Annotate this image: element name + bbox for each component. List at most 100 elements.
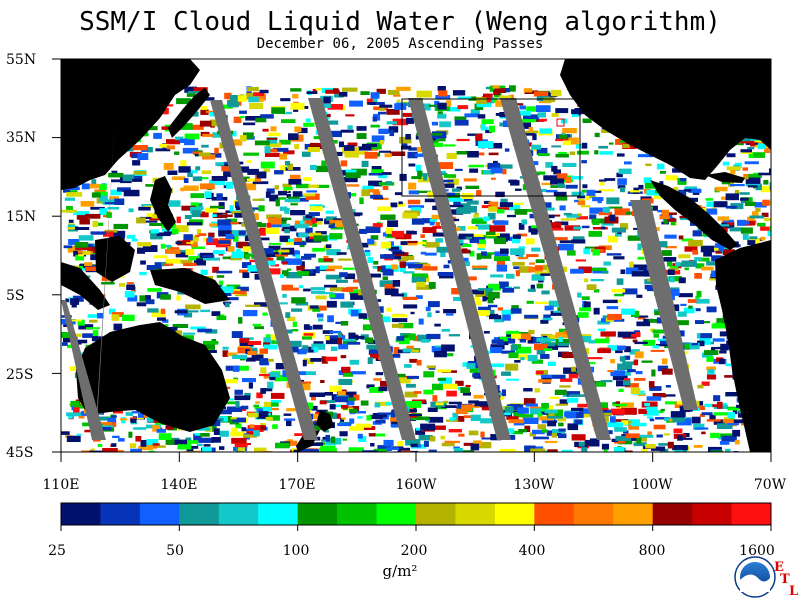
cloud-cell <box>340 321 349 326</box>
cloud-cell <box>182 239 191 243</box>
cloud-cell <box>302 345 309 353</box>
swath-gap <box>210 100 318 440</box>
cloud-cell <box>291 297 306 304</box>
cloud-cell <box>137 247 146 254</box>
cloud-cell <box>136 217 146 224</box>
cloud-cell <box>607 370 614 372</box>
cloud-cell <box>489 125 496 133</box>
cloud-cell <box>629 349 640 355</box>
cloud-cell <box>241 428 254 432</box>
cloud-cell <box>412 273 428 279</box>
cloud-cell <box>597 328 606 331</box>
cloud-cell <box>200 433 210 437</box>
cloud-cell <box>555 108 569 114</box>
cloud-cell <box>719 358 725 365</box>
cloud-cell <box>222 346 229 350</box>
cloud-cell <box>265 152 280 157</box>
cloud-cell <box>263 373 270 379</box>
cloud-cell <box>311 290 325 294</box>
cloud-cell <box>457 105 469 110</box>
cloud-cell <box>469 250 475 257</box>
cloud-cell <box>496 259 505 266</box>
cloud-cell <box>365 450 379 452</box>
cloud-cell <box>610 370 625 377</box>
cloud-cell <box>301 256 312 260</box>
cloud-cell <box>693 445 703 448</box>
cloud-cell <box>695 320 704 324</box>
cloud-cell <box>401 450 412 452</box>
cloud-cell <box>581 160 587 164</box>
cloud-cell <box>431 214 444 220</box>
lat-label-45s: 45S <box>6 445 34 461</box>
cloud-cell <box>414 153 431 157</box>
cloud-cell <box>499 283 505 289</box>
cloud-cell <box>432 226 442 229</box>
map-title: SSM/I Cloud Liquid Water (Weng algorithm… <box>79 7 721 37</box>
cloud-cell <box>249 424 255 428</box>
cloud-cell <box>377 412 392 415</box>
cloud-cell <box>168 200 181 207</box>
cloud-cell <box>647 431 652 437</box>
cloud-cell <box>184 214 192 219</box>
cloud-cell <box>574 199 579 203</box>
cloud-cell <box>467 276 477 281</box>
cloud-cell <box>338 141 344 148</box>
cloud-cell <box>660 408 665 412</box>
cloud-cell <box>340 129 354 133</box>
cloud-cell <box>151 445 166 448</box>
cloud-cell <box>164 263 174 266</box>
cloud-cell <box>218 230 233 237</box>
cloud-cell <box>568 137 579 145</box>
cloud-cell <box>552 429 566 433</box>
cloud-cell <box>341 366 351 373</box>
cloud-cell <box>508 352 519 359</box>
cloud-cell <box>268 372 280 378</box>
cloud-cell <box>609 214 616 221</box>
cloud-cell <box>576 150 589 155</box>
cloud-cell <box>705 198 714 201</box>
cloud-cell <box>437 162 454 169</box>
cloud-cell <box>473 214 479 218</box>
cloud-cell <box>239 116 245 119</box>
cloud-cell <box>113 198 125 205</box>
cloud-cell <box>138 413 144 418</box>
cloud-cell <box>606 253 622 256</box>
cloud-cell <box>655 241 668 248</box>
cloud-cell <box>661 250 672 256</box>
cloud-cell <box>520 119 537 123</box>
cloud-cell <box>305 193 320 200</box>
cloud-cell <box>506 273 515 279</box>
cloud-cell <box>110 189 122 196</box>
lat-label-5s: 5S <box>6 288 25 304</box>
cloud-cell <box>73 211 90 216</box>
cloud-cell <box>405 383 416 388</box>
cloud-cell <box>501 389 506 397</box>
cloud-cell <box>547 416 563 419</box>
cloud-cell <box>324 284 338 288</box>
colorbar-segment <box>179 503 220 525</box>
cloud-cell <box>101 427 112 431</box>
cloud-cell <box>179 138 189 143</box>
cloud-cell <box>332 404 348 407</box>
cloud-cell <box>446 313 454 316</box>
cloud-cell <box>446 107 461 112</box>
cloud-cell <box>229 205 234 212</box>
cloud-cell <box>292 321 297 328</box>
cloud-cell <box>402 452 414 457</box>
cloud-cell <box>770 188 771 191</box>
cloud-cell <box>423 424 430 431</box>
cloud-cell <box>551 113 559 117</box>
cloud-cell <box>448 197 464 202</box>
cloud-cell <box>571 109 583 115</box>
cloud-cell <box>302 336 312 340</box>
cloud-cell <box>696 290 702 298</box>
cloud-cell <box>270 334 280 341</box>
cloud-cell <box>342 407 354 411</box>
colorbar <box>60 502 772 531</box>
cloud-cell <box>424 252 437 256</box>
cloud-cell <box>275 363 289 370</box>
cloud-cell <box>306 402 313 409</box>
cloud-cell <box>561 449 573 452</box>
cloud-cell <box>456 138 470 142</box>
cloud-cell <box>128 431 133 438</box>
